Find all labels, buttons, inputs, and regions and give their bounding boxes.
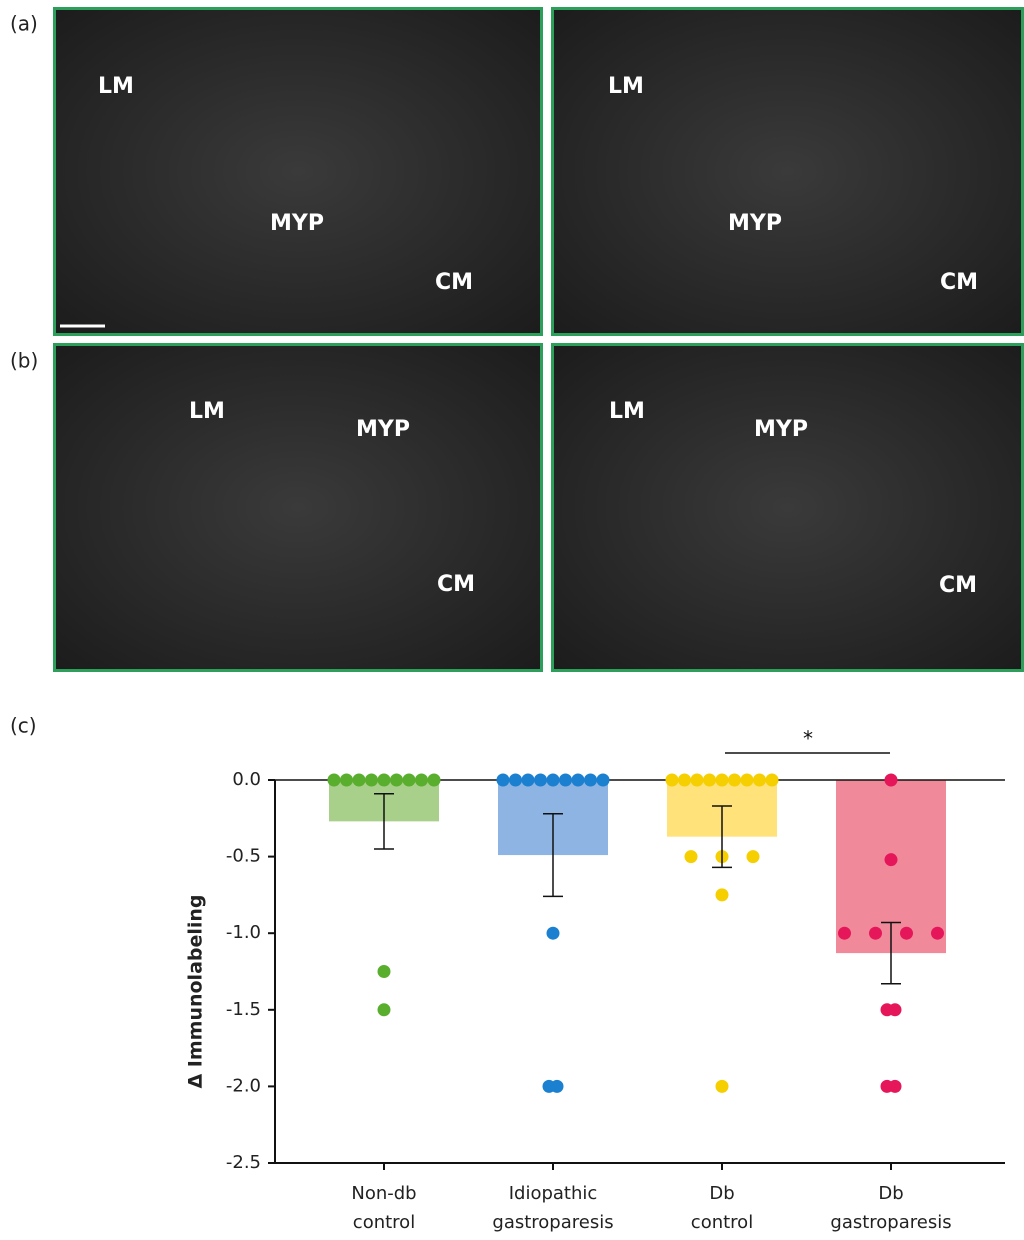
data-point (534, 774, 547, 787)
data-point (572, 774, 585, 787)
data-point (931, 927, 944, 940)
data-point (889, 1003, 902, 1016)
y-tick-label: -1.0 (226, 922, 261, 943)
data-point (885, 853, 898, 866)
data-point (522, 774, 535, 787)
data-point (509, 774, 522, 787)
y-tick-label: -1.5 (226, 999, 261, 1020)
data-point (551, 1080, 564, 1093)
data-point (885, 774, 898, 787)
x-tick-label: control (691, 1212, 753, 1233)
data-point (747, 850, 760, 863)
y-tick-label: -2.5 (226, 1152, 261, 1173)
region-label: LM (98, 74, 134, 99)
data-point (378, 774, 391, 787)
data-point (597, 774, 610, 787)
data-point (378, 1003, 391, 1016)
data-point (716, 1080, 729, 1093)
x-tick-label: Db (709, 1183, 734, 1204)
data-point (328, 774, 341, 787)
data-point (741, 774, 754, 787)
y-tick-label: -2.0 (226, 1075, 261, 1096)
micrograph (553, 345, 1023, 671)
data-point (869, 927, 882, 940)
data-point (428, 774, 441, 787)
data-point (365, 774, 378, 787)
data-point (547, 774, 560, 787)
region-label: LM (608, 74, 644, 99)
data-point (378, 965, 391, 978)
data-point (678, 774, 691, 787)
region-label: CM (435, 270, 473, 295)
data-point (497, 774, 510, 787)
y-axis-label: Δ Immunolabeling (185, 894, 207, 1088)
y-tick-label: -0.5 (226, 846, 261, 867)
region-label: LM (189, 399, 225, 424)
region-label: MYP (728, 211, 782, 236)
panel-label: (c) (10, 714, 37, 738)
data-point (900, 927, 913, 940)
panel-label: (a) (10, 12, 38, 36)
x-tick-label: Idiopathic (509, 1183, 598, 1204)
x-tick-label: control (353, 1212, 415, 1233)
x-tick-label: Non-db (351, 1183, 416, 1204)
micrograph (55, 345, 542, 671)
data-point (728, 774, 741, 787)
data-point (889, 1080, 902, 1093)
x-tick-label: gastroparesis (492, 1212, 613, 1233)
data-point (340, 774, 353, 787)
y-tick-label: 0.0 (232, 769, 261, 790)
data-point (703, 774, 716, 787)
data-point (666, 774, 679, 787)
region-label: CM (437, 572, 475, 597)
data-point (403, 774, 416, 787)
data-point (766, 774, 779, 787)
significance-label: * (803, 727, 813, 751)
region-label: MYP (356, 417, 410, 442)
data-point (584, 774, 597, 787)
data-point (691, 774, 704, 787)
region-label: MYP (754, 417, 808, 442)
data-point (353, 774, 366, 787)
region-label: MYP (270, 211, 324, 236)
data-point (415, 774, 428, 787)
panel-label: (b) (10, 349, 38, 373)
data-point (390, 774, 403, 787)
data-point (559, 774, 572, 787)
region-label: CM (939, 573, 977, 598)
data-point (685, 850, 698, 863)
x-tick-label: gastroparesis (830, 1212, 951, 1233)
data-point (716, 774, 729, 787)
data-point (547, 927, 560, 940)
region-label: LM (609, 399, 645, 424)
region-label: CM (940, 270, 978, 295)
figure: LM MYP CM LM MYP CM LM MYP CM LM MYP CM 0.0 -0.5 -1.0… (0, 0, 1024, 1236)
x-tick-label: Db (878, 1183, 903, 1204)
data-point (838, 927, 851, 940)
data-point (716, 888, 729, 901)
data-point (753, 774, 766, 787)
